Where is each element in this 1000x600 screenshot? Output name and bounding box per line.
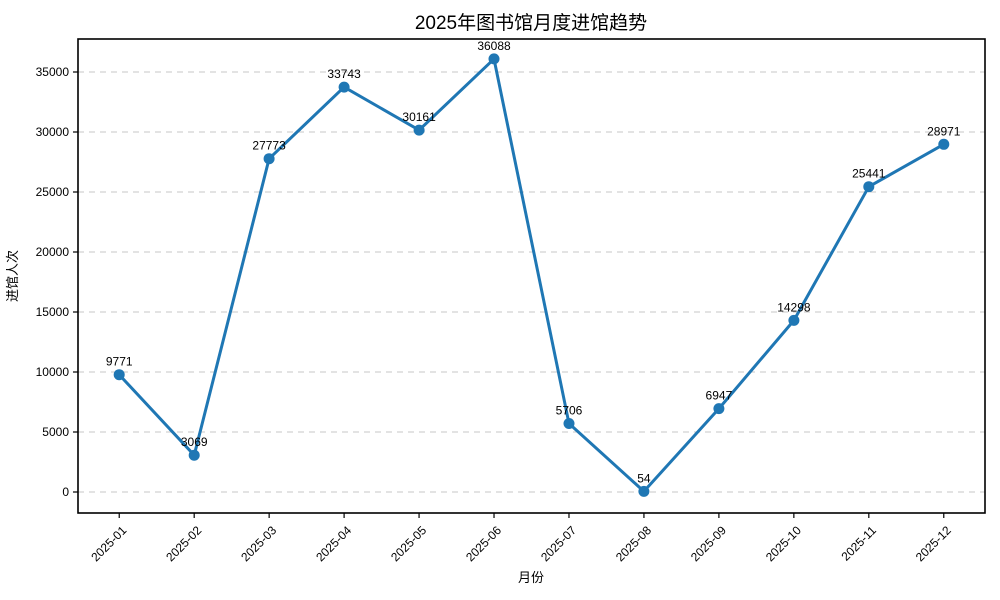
y-tick-label: 25000 (36, 185, 70, 199)
x-tick-label: 2025-02 (163, 523, 204, 564)
data-point (488, 53, 500, 65)
data-point (788, 314, 800, 326)
trend-line (117, 57, 946, 493)
x-tick-label: 2025-01 (88, 523, 129, 564)
data-point-label: 30161 (402, 110, 436, 124)
plot-border (77, 38, 986, 514)
x-tick-label: 2025-07 (538, 523, 579, 564)
data-point-label: 36088 (477, 39, 511, 53)
data-point (938, 138, 950, 150)
x-tick-label: 2025-11 (839, 523, 880, 564)
y-tick-label: 15000 (36, 305, 70, 319)
data-point (713, 403, 725, 415)
data-point (338, 81, 350, 93)
x-tick-label: 2025-08 (613, 523, 654, 564)
data-point-label: 28971 (927, 124, 961, 138)
x-tick-label: 2025-05 (388, 523, 429, 564)
data-point-label: 14298 (777, 300, 811, 314)
y-tick-label: 5000 (42, 425, 69, 439)
chart-layer: 0 5000 10000 15000 20000 25000 30000 35000 2025-… (36, 38, 986, 564)
data-point (638, 485, 650, 497)
data-point-label: 3069 (181, 435, 208, 449)
y-tick-label: 30000 (36, 125, 70, 139)
x-tick-label: 2025-12 (913, 523, 954, 564)
x-tick-label: 2025-04 (313, 523, 354, 564)
data-point-label: 6947 (706, 389, 733, 403)
data-point (563, 418, 575, 429)
y-tick-label: 20000 (36, 245, 70, 259)
x-axis-label: 月份 (518, 570, 544, 585)
data-point (863, 181, 875, 193)
data-point (263, 153, 275, 165)
y-tick-label: 0 (62, 485, 69, 499)
data-point (188, 449, 200, 461)
chart-title: 2025年图书馆月度进馆趋势 (415, 12, 647, 34)
x-tick-label: 2025-03 (238, 523, 279, 564)
data-point-label: 25441 (852, 167, 886, 181)
x-tick-label: 2025-10 (763, 523, 804, 564)
data-point-label: 27773 (252, 139, 286, 153)
data-point-label: 5706 (556, 404, 583, 418)
x-tick-label: 2025-06 (463, 523, 504, 564)
data-point-label: 9771 (106, 355, 133, 369)
y-tick-label: 35000 (36, 65, 70, 79)
data-point (113, 369, 125, 381)
y-axis-label: 进馆人次 (5, 250, 20, 302)
y-tick-label: 10000 (36, 365, 70, 379)
data-point-label: 54 (637, 471, 651, 485)
data-point (413, 124, 425, 136)
x-tick-label: 2025-09 (688, 523, 729, 564)
data-point-label: 33743 (327, 67, 361, 81)
